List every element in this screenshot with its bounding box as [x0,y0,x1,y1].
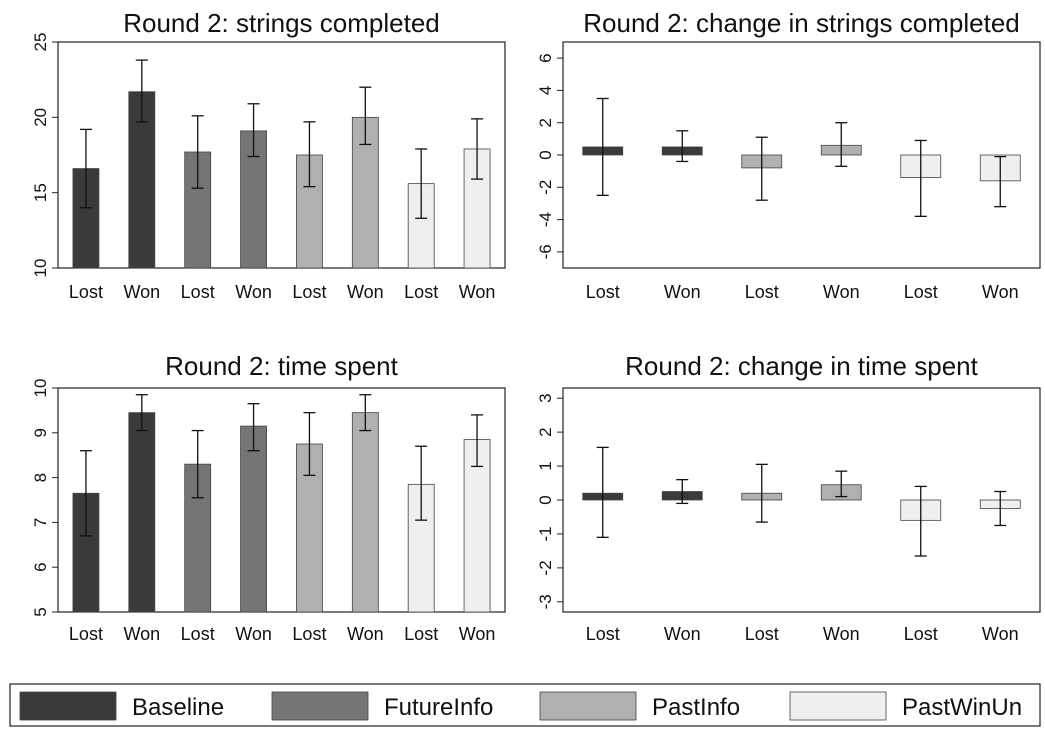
y-tick-label: 5 [31,607,50,616]
x-tick-label: Lost [904,624,938,644]
y-tick-label: 20 [31,108,50,127]
x-tick-label: Won [459,624,496,644]
x-tick-label: Won [235,624,272,644]
chart-panel-1: Round 2: strings completed 10 15 20 25 Lost Wo… [31,8,506,302]
chart-title: Round 2: time spent [165,351,398,381]
y-tick-label: 3 [536,393,555,402]
x-tick-label: Lost [292,282,326,302]
legend-label: PastWinUn [902,694,1022,721]
chart-title: Round 2: change in strings completed [583,8,1020,38]
x-tick-label: Won [123,624,160,644]
y-tick-label: -6 [536,244,555,259]
y-tick-label: 6 [536,53,555,62]
bar [240,425,267,613]
x-tick-label: Lost [745,624,779,644]
x-tick-label: Lost [586,282,620,302]
x-tick-label: Won [823,282,860,302]
x-tick-label: Won [347,282,384,302]
legend-swatch [789,691,887,721]
x-tick-label: Lost [904,282,938,302]
plot-frame [57,387,506,613]
plot-frame [562,41,1041,269]
y-tick-label: 4 [536,86,555,95]
bar [463,439,491,613]
x-tick-label: Lost [404,282,438,302]
x-tick-label: Won [664,624,701,644]
y-tick-label: 1 [536,461,555,470]
y-tick-label: -3 [536,594,555,609]
y-tick-label: 15 [31,183,50,202]
x-tick-label: Won [823,624,860,644]
y-tick-label: -2 [536,560,555,575]
y-tick-label: -2 [536,180,555,195]
chart-panel-4: Round 2: change in time spent 3 2 1 0 -1 -2 -3 L… [536,351,1041,644]
y-tick-label: 25 [31,33,50,52]
y-tick-label: -1 [536,526,555,541]
y-tick-label: 0 [536,495,555,504]
x-tick-label: Won [123,282,160,302]
y-tick-label: 6 [31,562,50,571]
legend: Baseline FutureInfo PastInfo PastWinUn [9,683,1041,727]
x-tick-label: Won [459,282,496,302]
bar [184,151,212,269]
x-tick-label: Won [664,282,701,302]
x-tick-label: Won [982,624,1019,644]
legend-swatch [19,691,117,721]
x-tick-label: Lost [69,282,103,302]
x-tick-label: Lost [292,624,326,644]
chart-panel-3: Round 2: time spent 5 6 7 8 9 10 Lost Won Lost Won… [31,351,506,644]
x-tick-label: Won [235,282,272,302]
bar [128,412,156,613]
legend-label: Baseline [132,694,224,721]
x-tick-label: Lost [745,282,779,302]
plot-frame [57,41,506,269]
chart-title: Round 2: change in time spent [625,351,978,381]
x-tick-label: Won [982,282,1019,302]
y-tick-label: 10 [31,379,50,398]
y-tick-label: 0 [536,150,555,159]
y-tick-label: 2 [536,118,555,127]
bar [351,412,379,613]
plot-frame [562,387,1041,613]
legend-swatch [271,691,369,721]
x-tick-label: Lost [404,624,438,644]
y-tick-label: 2 [536,427,555,436]
chart-panel-2: Round 2: change in strings completed 6 4 2 0… [536,8,1041,302]
legend-label: FutureInfo [384,694,493,721]
y-tick-label: 7 [31,518,50,527]
x-tick-label: Lost [181,282,215,302]
x-tick-label: Won [347,624,384,644]
chart-title: Round 2: strings completed [123,8,440,38]
y-tick-label: 9 [31,428,50,437]
y-tick-label: -4 [536,212,555,227]
y-tick-label: 10 [31,259,50,278]
y-tick-label: 8 [31,473,50,482]
x-tick-label: Lost [69,624,103,644]
x-tick-label: Lost [586,624,620,644]
x-tick-label: Lost [181,624,215,644]
legend-label: PastInfo [652,694,740,721]
legend-swatch [539,691,637,721]
